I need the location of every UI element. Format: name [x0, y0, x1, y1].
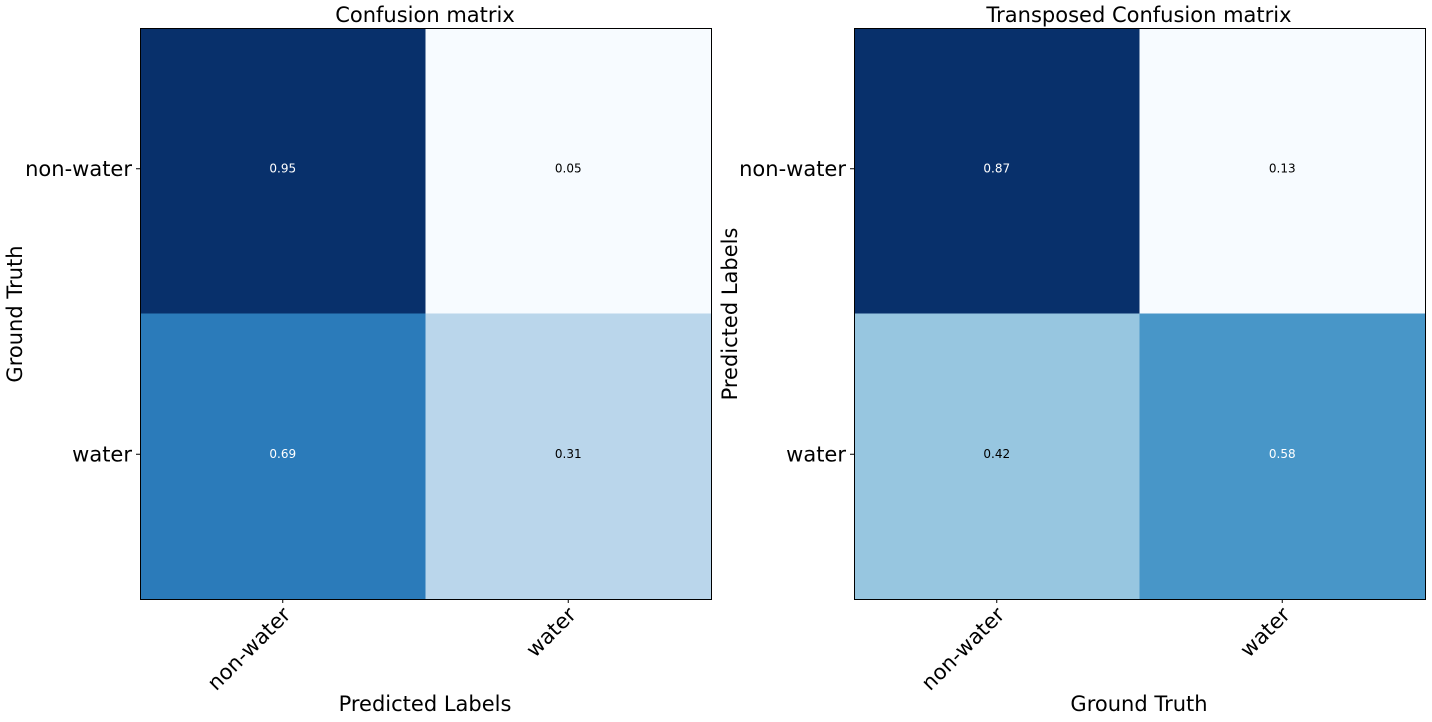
- heatmap-cell: [854, 313, 1140, 600]
- confusion-matrix-panel: Confusion matrix 0.95 0.05 0.69 0.31 non-wa…: [3, 3, 712, 716]
- x-tick-label: non-water: [917, 602, 1010, 695]
- cell-value-label: 0.42: [983, 447, 1010, 461]
- heatmap-cell: [1139, 313, 1426, 600]
- chart-title: Transposed Confusion matrix: [985, 3, 1291, 27]
- x-axis-ticks: non-water water: [203, 599, 581, 695]
- cell-value-label: 0.87: [983, 161, 1010, 175]
- plot-frame: [140, 28, 712, 600]
- x-tick-label: non-water: [203, 602, 296, 695]
- cell-value-label: 0.13: [1269, 161, 1296, 175]
- heatmap-cell: [140, 313, 426, 600]
- heatmap-cell: [1139, 28, 1426, 314]
- y-tick-label: water: [72, 442, 132, 466]
- heatmap-cell: [140, 28, 426, 314]
- plot-frame: [854, 28, 1426, 600]
- y-axis-ticks: non-water water: [25, 157, 140, 466]
- heatmap-cell: [425, 313, 712, 600]
- y-tick-label: water: [786, 442, 846, 466]
- x-axis-label: Predicted Labels: [339, 692, 512, 716]
- x-axis-label: Ground Truth: [1070, 692, 1207, 716]
- cell-value-label: 0.05: [555, 161, 582, 175]
- heatmap-cell: [425, 28, 712, 314]
- cell-value-label: 0.95: [269, 161, 296, 175]
- x-tick-label: water: [1235, 602, 1295, 662]
- y-tick-label: non-water: [25, 157, 132, 181]
- cell-value-label: 0.58: [1269, 447, 1296, 461]
- cell-value-label: 0.31: [555, 447, 582, 461]
- x-axis-ticks: non-water water: [917, 599, 1295, 695]
- y-tick-label: non-water: [739, 157, 846, 181]
- y-axis-ticks: non-water water: [739, 157, 854, 466]
- cell-value-label: 0.69: [269, 447, 296, 461]
- y-axis-label: Ground Truth: [3, 245, 27, 382]
- y-axis-label: Predicted Labels: [718, 228, 742, 401]
- chart-title: Confusion matrix: [335, 3, 515, 27]
- heatmap-cells: 0.87 0.13 0.42 0.58: [854, 28, 1426, 600]
- heatmap-cell: [854, 28, 1140, 314]
- x-tick-label: water: [521, 602, 581, 662]
- transposed-confusion-matrix-panel: Transposed Confusion matrix 0.87 0.13 0.42…: [718, 3, 1426, 716]
- heatmap-cells: 0.95 0.05 0.69 0.31: [140, 28, 712, 600]
